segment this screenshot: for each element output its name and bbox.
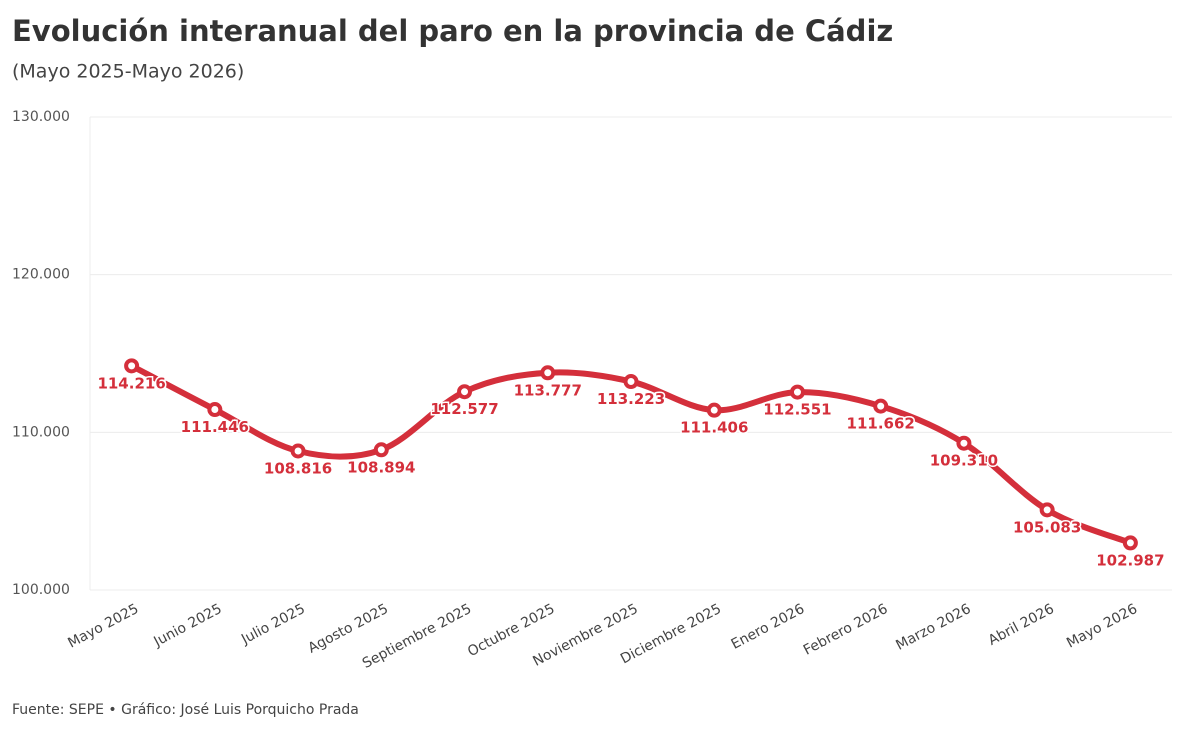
chart-title: Evolución interanual del paro en la prov…	[12, 14, 893, 48]
value-label: 108.816	[264, 460, 332, 478]
value-label: 108.894	[347, 458, 415, 476]
y-tick-label: 100.000	[12, 582, 70, 598]
x-tick-label: Julio 2025	[238, 601, 308, 648]
marker	[956, 435, 972, 451]
value-label: 111.406	[680, 419, 748, 437]
marker	[207, 402, 223, 418]
value-label: 112.577	[430, 400, 498, 418]
value-label: 114.216	[97, 374, 165, 392]
marker	[124, 358, 140, 374]
marker	[373, 442, 389, 458]
marker	[540, 365, 556, 381]
marker	[457, 384, 473, 400]
value-label: 102.987	[1096, 551, 1164, 569]
x-tick-label: Mayo 2025	[65, 601, 141, 652]
x-tick-label: Febrero 2026	[801, 601, 891, 659]
marker	[706, 402, 722, 418]
marker	[290, 443, 306, 459]
value-label: 111.446	[181, 418, 249, 436]
marker	[873, 398, 889, 414]
value-label: 113.777	[514, 381, 582, 399]
marker	[789, 384, 805, 400]
value-label: 111.662	[847, 415, 915, 433]
chart-subtitle: (Mayo 2025-Mayo 2026)	[12, 61, 244, 83]
marker	[623, 374, 639, 390]
value-label: 105.083	[1013, 518, 1081, 536]
x-tick-label: Enero 2026	[729, 601, 808, 653]
value-label: 112.551	[763, 401, 831, 419]
y-tick-label: 130.000	[12, 109, 70, 125]
value-label: 109.310	[930, 452, 998, 470]
marker	[1122, 535, 1138, 551]
x-tick-label: Abril 2026	[986, 601, 1057, 649]
source: Fuente: SEPE • Gráfico: José Luis Porqui…	[12, 702, 359, 718]
x-tick-label: Marzo 2026	[893, 601, 973, 654]
y-tick-label: 110.000	[12, 424, 70, 440]
x-tick-label: Junio 2025	[150, 601, 224, 651]
y-tick-label: 120.000	[12, 267, 70, 283]
marker	[1039, 502, 1055, 518]
value-label: 113.223	[597, 390, 665, 408]
x-tick-label: Mayo 2026	[1064, 601, 1140, 652]
